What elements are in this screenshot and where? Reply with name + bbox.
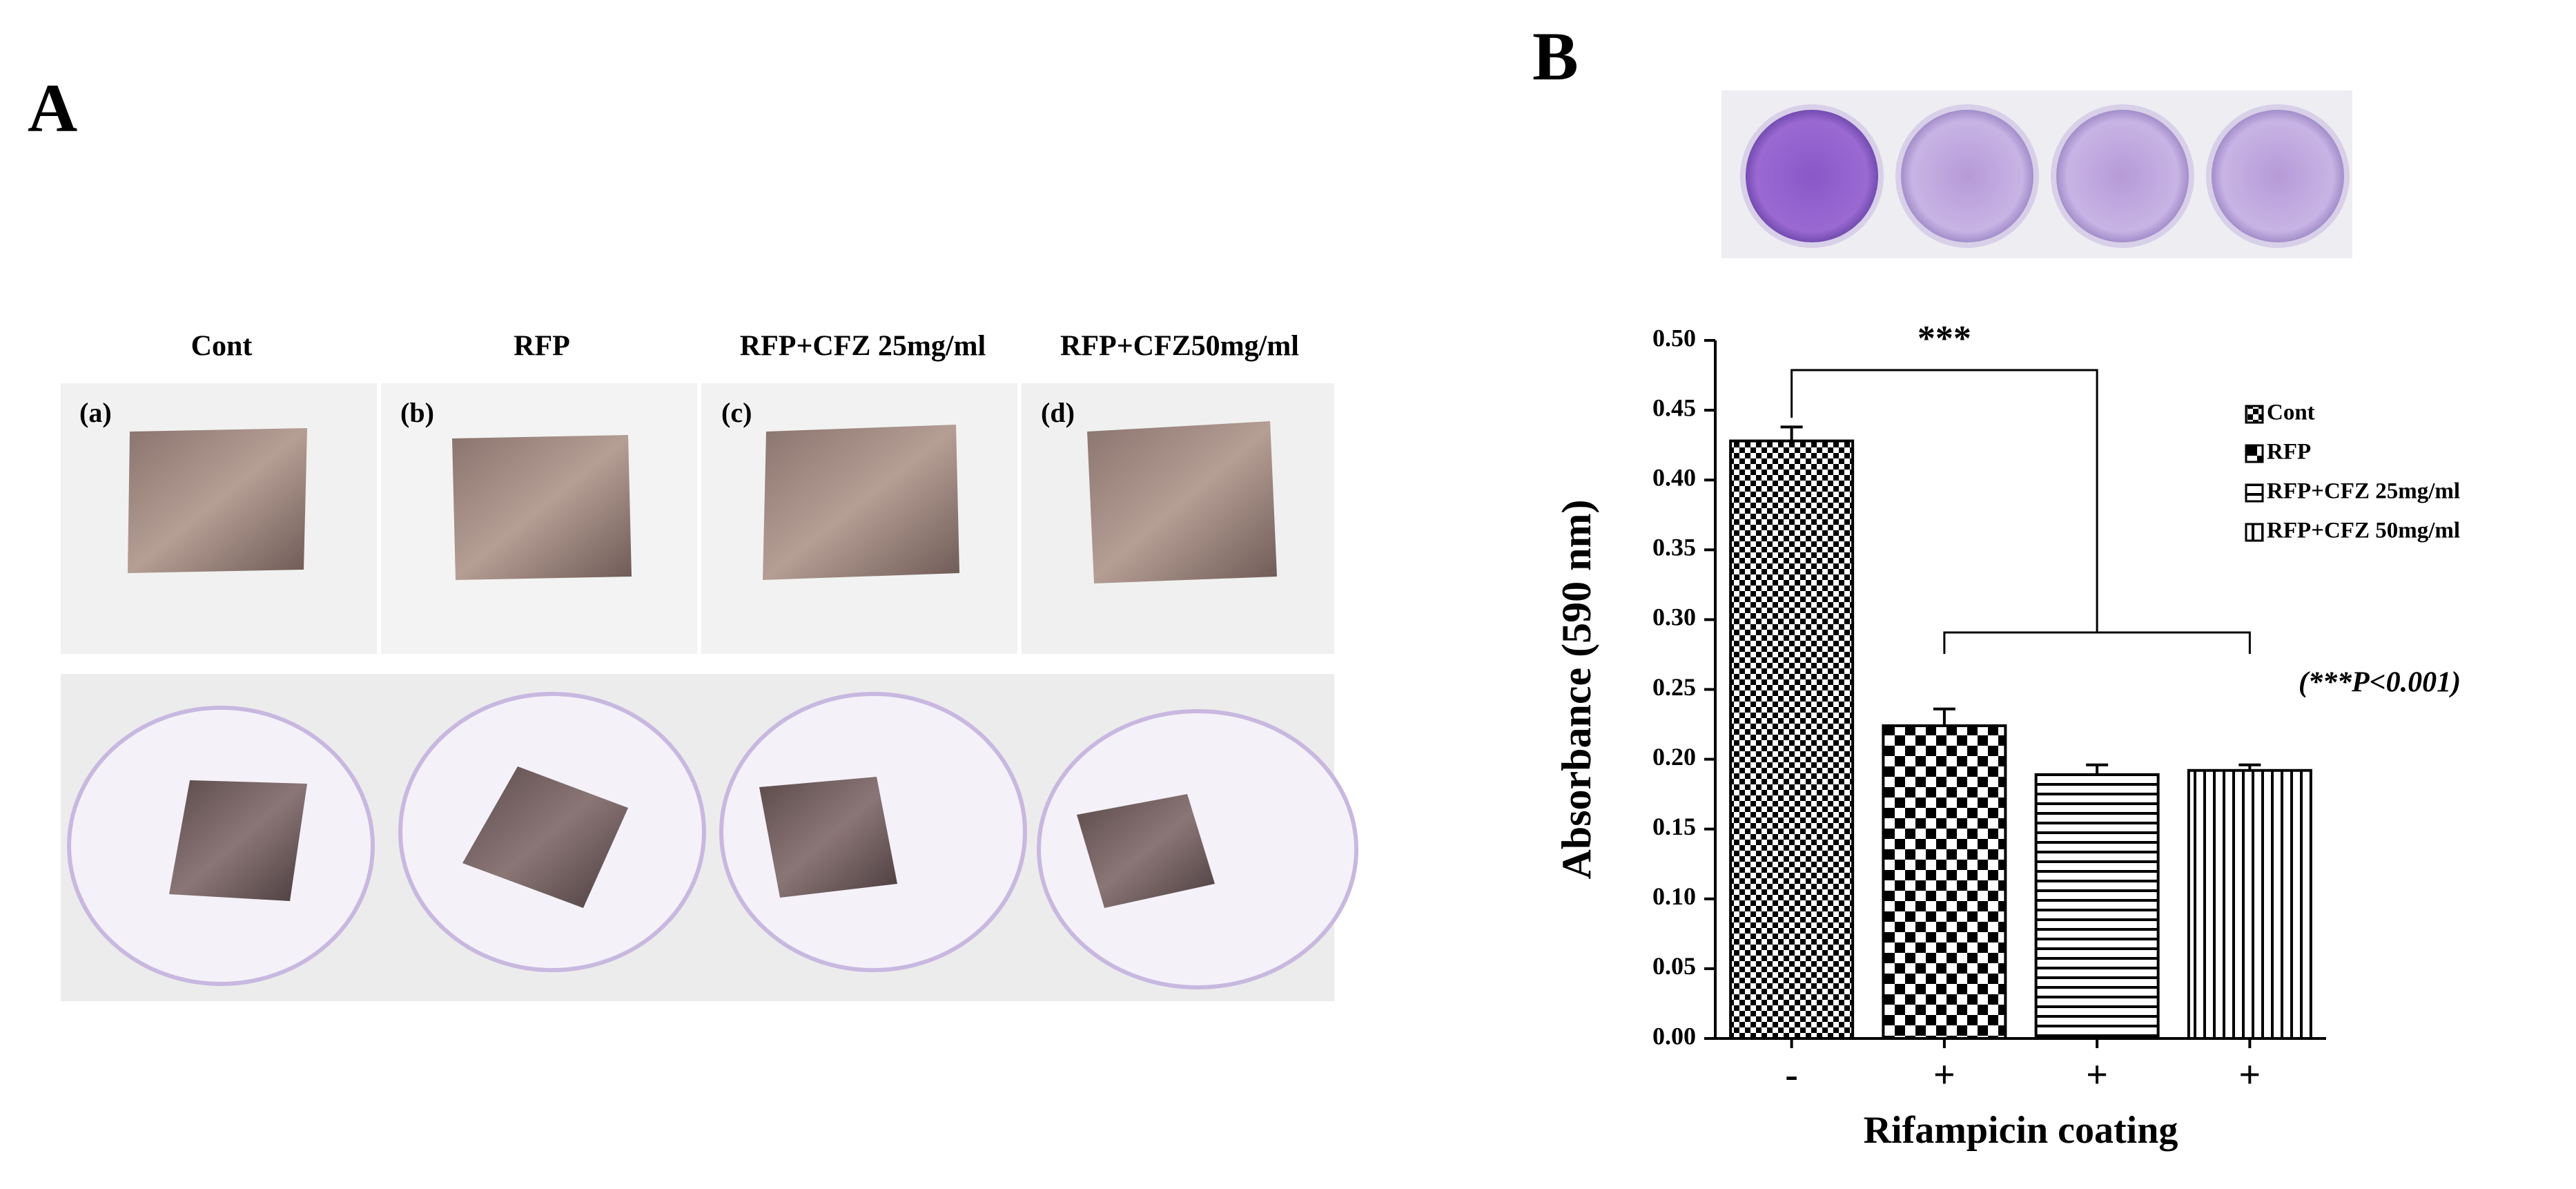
y-tick-label: 0.00 [1652, 1022, 1696, 1050]
bar [2034, 773, 2160, 1041]
well-plate-photo [1721, 90, 2352, 258]
photo-bottom-row [61, 674, 1358, 1001]
annotation: (***P<0.001) [2299, 667, 2461, 699]
y-tick-label: 0.25 [1652, 673, 1696, 701]
photo-tag: (c) [721, 397, 752, 428]
legend-swatch [2245, 483, 2264, 503]
y-tick-label: 0.05 [1652, 952, 1696, 980]
x-axis-label: Rifampicin coating [1864, 1109, 2178, 1152]
legend-label: RFP [2267, 440, 2311, 465]
photo-tag: (d) [1041, 397, 1075, 428]
column-title: RFP+CFZ50mg/ml [1060, 331, 1299, 362]
legend-label: RFP+CFZ 50mg/ml [2267, 519, 2460, 543]
error-bar [2238, 763, 2261, 771]
y-tick-label: 0.20 [1652, 743, 1696, 771]
bar [1882, 724, 2007, 1041]
legend-swatch [2245, 405, 2264, 424]
legend-swatch [2245, 444, 2264, 463]
x-tick-label: - [1785, 1054, 1798, 1096]
bar [1729, 439, 1855, 1040]
legend-swatch [2245, 523, 2264, 542]
y-tick-label: 0.10 [1652, 882, 1696, 910]
annotation: *** [1918, 319, 1971, 358]
y-tick-label: 0.40 [1652, 463, 1696, 491]
column-title: Cont [191, 331, 253, 362]
panel-label: A [28, 70, 77, 146]
photo-top-row [61, 383, 1334, 654]
y-tick-label: 0.50 [1652, 324, 1696, 351]
y-axis-label: Absorbance (590 nm) [1554, 500, 1599, 880]
photo-tag: (a) [79, 397, 112, 428]
y-tick-label: 0.15 [1652, 813, 1696, 840]
y-tick-label: 0.35 [1652, 534, 1696, 561]
legend-label: Cont [2267, 400, 2315, 425]
column-title: RFP+CFZ 25mg/ml [740, 331, 986, 362]
panel-label: B [1532, 18, 1579, 95]
column-title: RFP [514, 331, 570, 362]
legend-label: RFP+CFZ 25mg/ml [2267, 479, 2460, 504]
error-bar [1933, 707, 1955, 726]
bar [2187, 768, 2312, 1040]
x-tick-label: + [2238, 1054, 2261, 1096]
y-tick-label: 0.45 [1652, 394, 1696, 421]
x-tick-label: + [2086, 1054, 2108, 1096]
significance-bracket [1790, 369, 2251, 654]
photo-tag: (b) [400, 397, 434, 428]
x-tick-label: + [1933, 1054, 1955, 1096]
y-tick-label: 0.30 [1652, 603, 1696, 631]
error-bar [1780, 425, 1803, 441]
error-bar [2086, 763, 2109, 775]
